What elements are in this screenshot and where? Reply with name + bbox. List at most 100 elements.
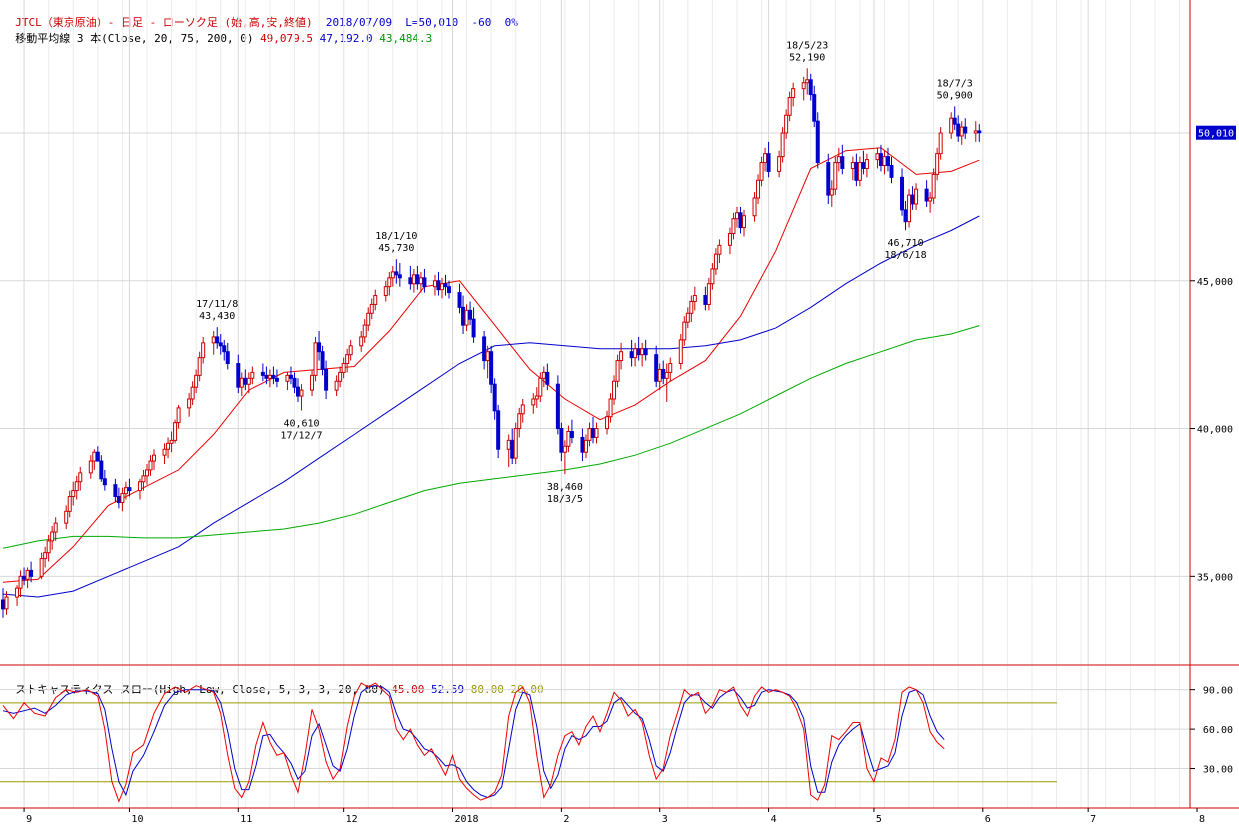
- candle: [116, 487, 121, 509]
- candle-body: [74, 481, 79, 492]
- candle-body: [457, 292, 462, 308]
- candle: [334, 375, 339, 397]
- candle-body: [496, 410, 501, 450]
- candle: [594, 422, 599, 444]
- candle-body: [317, 342, 322, 353]
- candle: [889, 156, 894, 184]
- candle-body: [812, 94, 817, 122]
- candle: [29, 561, 34, 583]
- candle: [260, 363, 265, 382]
- candle-body: [152, 454, 157, 462]
- candle-body: [422, 277, 427, 288]
- candle-body: [861, 162, 866, 169]
- candle-body: [506, 439, 511, 450]
- candle-body: [878, 153, 883, 167]
- candle-body: [520, 404, 525, 415]
- candle: [931, 168, 936, 204]
- candle: [201, 336, 206, 364]
- candle: [661, 360, 666, 385]
- annotation-date: 18/1/10: [375, 231, 417, 242]
- candle-body: [102, 478, 107, 486]
- candle-body: [924, 188, 929, 202]
- candle: [464, 304, 469, 332]
- candle: [408, 266, 413, 290]
- candle-body: [545, 371, 550, 385]
- candle: [801, 76, 806, 101]
- candle-body: [113, 484, 118, 498]
- candle: [468, 301, 473, 326]
- candle: [520, 399, 525, 423]
- candle: [938, 127, 943, 160]
- candle: [50, 526, 55, 550]
- candle: [545, 363, 550, 391]
- candle: [71, 481, 76, 506]
- candle: [885, 147, 890, 172]
- annotation-price: 40,610: [283, 419, 319, 430]
- candle-body: [310, 374, 315, 391]
- candle: [123, 481, 128, 500]
- candle-body: [443, 283, 448, 288]
- candle-body: [885, 156, 890, 167]
- candle-body: [39, 558, 44, 577]
- candle-body: [657, 368, 662, 382]
- candle-body: [71, 490, 76, 498]
- annotation-date: 18/7/3: [937, 78, 973, 89]
- candle-body: [482, 336, 487, 362]
- candle-body: [222, 345, 227, 353]
- candle: [741, 209, 746, 237]
- candle: [162, 443, 167, 465]
- candle-body: [727, 232, 732, 246]
- candle: [629, 339, 634, 367]
- candle: [633, 342, 638, 367]
- candle-body: [468, 309, 473, 320]
- annotation-date: 17/12/7: [280, 431, 322, 442]
- price-tick-label: 40,000: [1197, 425, 1233, 436]
- candle: [366, 307, 371, 332]
- candle: [703, 286, 708, 311]
- candle-body: [949, 117, 954, 134]
- candle-body: [710, 268, 715, 285]
- candle: [534, 387, 539, 408]
- candle-body: [1, 599, 5, 610]
- candle-body: [836, 156, 841, 164]
- candle-body: [236, 363, 241, 388]
- candle: [271, 366, 276, 385]
- time-tick-label: 3: [662, 814, 668, 825]
- candle-body: [805, 79, 810, 84]
- candle-body: [246, 377, 251, 385]
- candle: [461, 295, 466, 334]
- candle: [619, 342, 624, 370]
- candle-body: [608, 398, 613, 418]
- candle: [907, 189, 912, 228]
- candle: [566, 425, 571, 453]
- annotation-date: 18/5/23: [786, 40, 828, 51]
- candle-body: [78, 472, 83, 483]
- candle-body: [95, 451, 100, 462]
- candle: [692, 286, 697, 311]
- candle: [74, 475, 79, 500]
- candle: [949, 112, 954, 139]
- candle-body: [692, 295, 697, 302]
- ma-line-ma75: [2, 215, 980, 598]
- candle-body: [629, 351, 634, 359]
- candle: [805, 68, 810, 95]
- candle-body: [288, 374, 293, 379]
- time-tick-label: 4: [771, 814, 777, 825]
- candle-body: [900, 176, 905, 211]
- candle-body: [636, 348, 641, 356]
- candle-body: [559, 428, 564, 453]
- candle: [678, 333, 683, 370]
- candle: [243, 369, 248, 391]
- candle: [569, 419, 574, 444]
- candle-body: [187, 398, 192, 409]
- candle: [682, 316, 687, 346]
- candle: [492, 378, 497, 420]
- candle-body: [471, 318, 476, 338]
- stoch-tick-label: 90.00: [1203, 686, 1233, 697]
- candle-body: [334, 380, 339, 391]
- time-tick-label: 6: [985, 814, 991, 825]
- candle-body: [756, 179, 761, 199]
- candle: [127, 478, 132, 497]
- candle: [144, 464, 149, 485]
